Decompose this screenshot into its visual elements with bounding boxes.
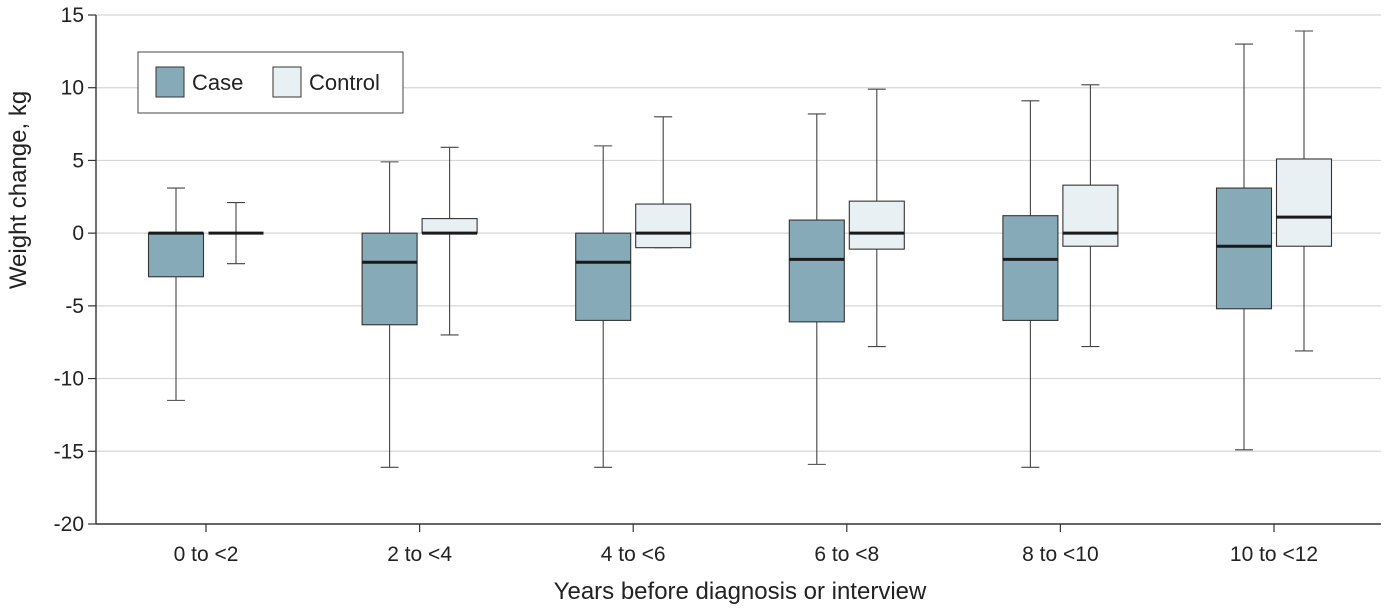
box-iqr bbox=[1002, 215, 1059, 321]
box-control bbox=[1275, 30, 1333, 352]
box-iqr bbox=[361, 232, 418, 326]
x-tick-label: 6 to <8 bbox=[814, 543, 879, 566]
y-tick-label: -15 bbox=[54, 440, 84, 463]
legend-label-case: Case bbox=[192, 70, 243, 95]
axes: 15 10 5 0 -5 -10 -15 -20 0 to <2 2 to <4 4 to <6 6 … bbox=[54, 4, 1381, 566]
legend: Case Control bbox=[137, 51, 404, 114]
box-iqr bbox=[1275, 158, 1333, 247]
x-tick-label: 4 to <6 bbox=[601, 543, 666, 566]
box-iqr bbox=[575, 232, 632, 321]
legend-label-control: Control bbox=[309, 70, 380, 95]
box-iqr bbox=[1215, 187, 1273, 310]
box-case bbox=[788, 113, 845, 465]
x-axis-title: Years before diagnosis or interview bbox=[554, 578, 927, 605]
box-iqr bbox=[788, 219, 845, 323]
y-tick-label: -5 bbox=[65, 295, 84, 318]
box-control bbox=[208, 202, 264, 265]
y-tick-label: 5 bbox=[72, 149, 84, 172]
y-tick-label: 10 bbox=[61, 77, 84, 100]
box-iqr bbox=[1062, 184, 1119, 247]
x-tick-label: 8 to <10 bbox=[1022, 543, 1098, 566]
x-tick-label: 10 to <12 bbox=[1230, 543, 1318, 566]
box-control bbox=[421, 146, 478, 336]
legend-swatch-control bbox=[272, 66, 302, 98]
box-control bbox=[635, 116, 692, 249]
y-tick-label: -10 bbox=[54, 368, 84, 391]
legend-swatch-case bbox=[155, 66, 185, 98]
box-iqr bbox=[635, 203, 692, 249]
box-iqr bbox=[848, 200, 905, 250]
box-case bbox=[361, 161, 418, 468]
box-case bbox=[147, 187, 205, 401]
box-case bbox=[1002, 100, 1059, 468]
box-control bbox=[1062, 84, 1119, 348]
y-tick-label: -20 bbox=[54, 513, 84, 536]
y-axis-title: Weight change, kg bbox=[5, 91, 32, 289]
box-control bbox=[848, 88, 905, 348]
box-case bbox=[1215, 43, 1273, 451]
x-tick-label: 2 to <4 bbox=[387, 543, 452, 566]
boxes bbox=[147, 30, 1333, 468]
y-tick-label: 15 bbox=[61, 4, 84, 27]
x-tick-label: 0 to <2 bbox=[174, 543, 239, 566]
box-iqr bbox=[147, 232, 205, 278]
box-iqr bbox=[421, 218, 478, 234]
y-tick-label: 0 bbox=[72, 222, 84, 245]
box-case bbox=[575, 145, 632, 468]
